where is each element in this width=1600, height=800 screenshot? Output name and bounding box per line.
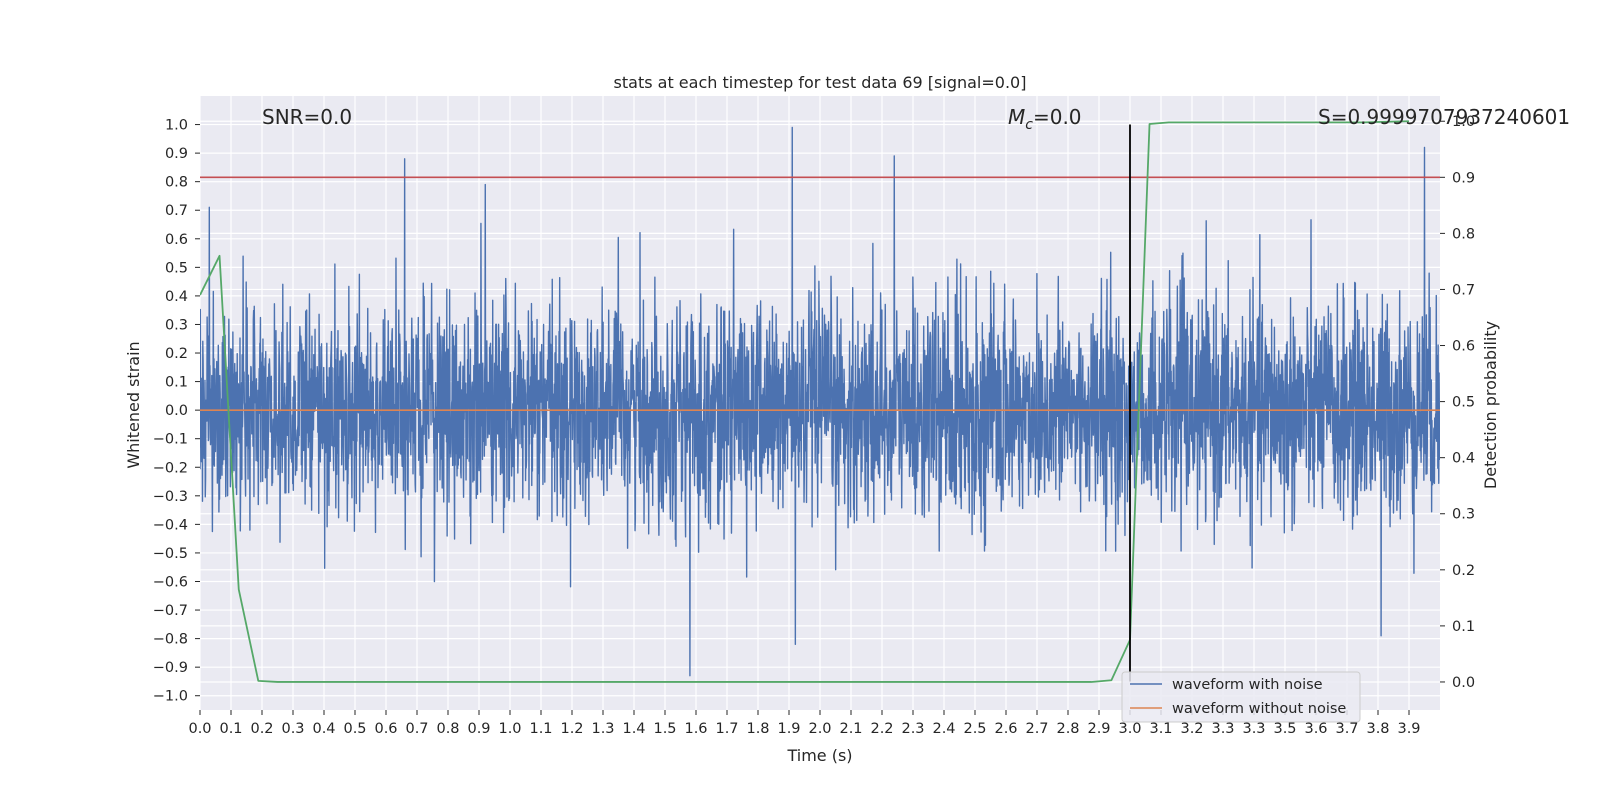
mc-subscript: c [1025,117,1033,133]
series-waveform-with-noise [200,126,1440,677]
right-tick-label: 0.1 [1452,619,1475,635]
right-tick-label: 0.9 [1452,170,1475,186]
x-tick-label: 3.3 [1211,721,1234,737]
x-tick-label: 1.4 [622,721,645,737]
x-tick-label: 1.6 [684,721,707,737]
x-tick-label: 0.4 [312,721,335,737]
x-tick-label: 0.0 [188,721,211,737]
y-tick-label: 1.0 [165,118,188,134]
x-tick-label: 2.6 [994,721,1017,737]
x-tick-label: 3.2 [1180,721,1203,737]
x-tick-label: 0.5 [343,721,366,737]
y-tick-label: −0.9 [153,660,188,676]
x-tick-label: 1.2 [560,721,583,737]
right-tick-label: 0.5 [1452,395,1475,411]
y-tick-label: 0.0 [165,403,188,419]
legend-box [1121,671,1361,723]
y-tick-label: 0.1 [165,375,188,391]
right-tick-label: 0.2 [1452,563,1475,579]
x-tick-label: 2.5 [963,721,986,737]
x-tick-label: 2.2 [870,721,893,737]
x-tick-label: 3.3 [1242,721,1265,737]
x-tick-label: 3.9 [1397,721,1420,737]
y-axis-label: Whitened strain [124,341,143,468]
legend: waveform with noise waveform without noi… [1121,671,1361,723]
y-tick-label: 0.8 [165,175,188,191]
y-tick-label: −0.3 [153,489,188,505]
x-tick-label: 0.2 [250,721,273,737]
right-tick-label: 0.8 [1452,226,1475,242]
x-tick-label: 3.7 [1335,721,1358,737]
mc-symbol: M [1008,105,1025,129]
x-tick-label: 0.1 [219,721,242,737]
y-tick-label: −0.2 [153,460,188,476]
x-tick-label: 2.1 [839,721,862,737]
legend-label-noise: waveform with noise [1172,677,1323,693]
x-tick-label: 2.7 [1025,721,1048,737]
y-tick-label: 0.3 [165,317,188,333]
right-tick-label: 0.4 [1452,451,1475,467]
snr-annotation: SNR=0.0 [262,105,352,129]
x-tick-label: 2.3 [901,721,924,737]
legend-label-clean: waveform without noise [1172,701,1346,717]
y-tick-label: −0.4 [153,517,188,533]
y-tick-label: −0.5 [153,546,188,562]
x-axis-ticks: 0.0 0.1 0.2 0.3 0.4 0.5 0.6 0.7 0.8 0.9 1.0 1.1 1.2 1… [188,710,1421,737]
y-tick-label: 0.4 [165,289,188,305]
mc-annotation: Mc=0.0 [1008,105,1082,133]
x-tick-label: 1.8 [746,721,769,737]
x-tick-label: 1.0 [498,721,521,737]
mc-value: =0.0 [1033,105,1082,129]
x-tick-label: 2.0 [808,721,831,737]
y-tick-label: 0.9 [165,146,188,162]
x-tick-label: 2.9 [1087,721,1110,737]
x-tick-label: 1.9 [777,721,800,737]
y-tick-label: −0.7 [153,603,188,619]
x-tick-label: 0.9 [467,721,490,737]
y-tick-label: −0.1 [153,432,188,448]
y-axis-ticks: 1.0 0.9 0.8 0.7 0.6 0.5 0.4 0.3 0.2 0.1 0.0 −0.1 −0.… [153,118,200,705]
y-tick-label: 0.7 [165,203,188,219]
x-tick-label: 0.3 [281,721,304,737]
right-axis-label: Detection probability [1481,321,1500,489]
right-tick-label: 0.7 [1452,282,1475,298]
y-tick-label: −0.8 [153,632,188,648]
right-axis-ticks: 1.0 0.9 0.8 0.7 0.6 0.5 0.4 0.3 0.2 0.1 0.0 [1440,114,1475,691]
x-tick-label: 1.1 [529,721,552,737]
chart-title: stats at each timestep for test data 69 … [614,73,1027,92]
x-axis-label: Time (s) [786,746,852,765]
y-tick-label: −0.6 [153,574,188,590]
series-detection-probability [200,120,1410,683]
right-tick-label: 1.0 [1452,114,1475,130]
x-tick-label: 2.8 [1056,721,1079,737]
plot-series [200,120,1440,683]
right-tick-label: 0.6 [1452,339,1475,355]
x-tick-label: 3.0 [1118,721,1141,737]
y-tick-label: −1.0 [153,689,188,705]
x-tick-label: 0.7 [405,721,428,737]
x-tick-label: 1.5 [653,721,676,737]
x-tick-label: 3.6 [1304,721,1327,737]
y-tick-label: 0.5 [165,260,188,276]
x-tick-label: 1.7 [715,721,738,737]
x-tick-label: 3.8 [1366,721,1389,737]
x-tick-label: 0.6 [374,721,397,737]
x-tick-label: 3.1 [1149,721,1172,737]
x-tick-label: 0.8 [436,721,459,737]
y-tick-label: 0.6 [165,232,188,248]
x-tick-label: 3.5 [1273,721,1296,737]
s-annotation: S=0.9999707937240601 [1318,105,1570,129]
right-tick-label: 0.0 [1452,675,1475,691]
right-tick-label: 0.3 [1452,507,1475,523]
x-tick-label: 2.4 [932,721,955,737]
x-tick-label: 1.3 [591,721,614,737]
y-tick-label: 0.2 [165,346,188,362]
